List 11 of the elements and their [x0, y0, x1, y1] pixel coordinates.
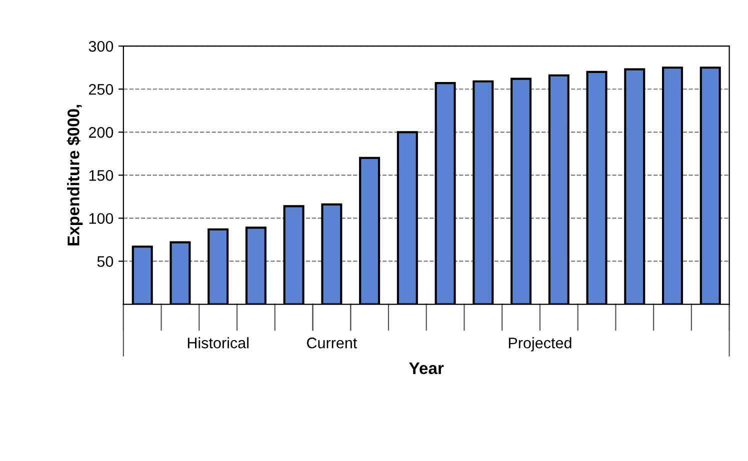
y-tick-label: 200 — [88, 127, 114, 138]
text: Historical — [188, 337, 248, 348]
text: Current — [306, 338, 358, 348]
y-tick-label: 50 — [97, 256, 114, 267]
y-axis-title: Expenditure $000, — [66, 104, 83, 246]
text: Projected — [508, 337, 572, 352]
y-tick-label: 150 — [89, 170, 114, 181]
y-tick-label: 100 — [89, 213, 114, 224]
y-tick-label: 250 — [88, 84, 114, 95]
x-axis-title: Year — [409, 362, 444, 374]
y-tick-label: 300 — [88, 40, 114, 52]
